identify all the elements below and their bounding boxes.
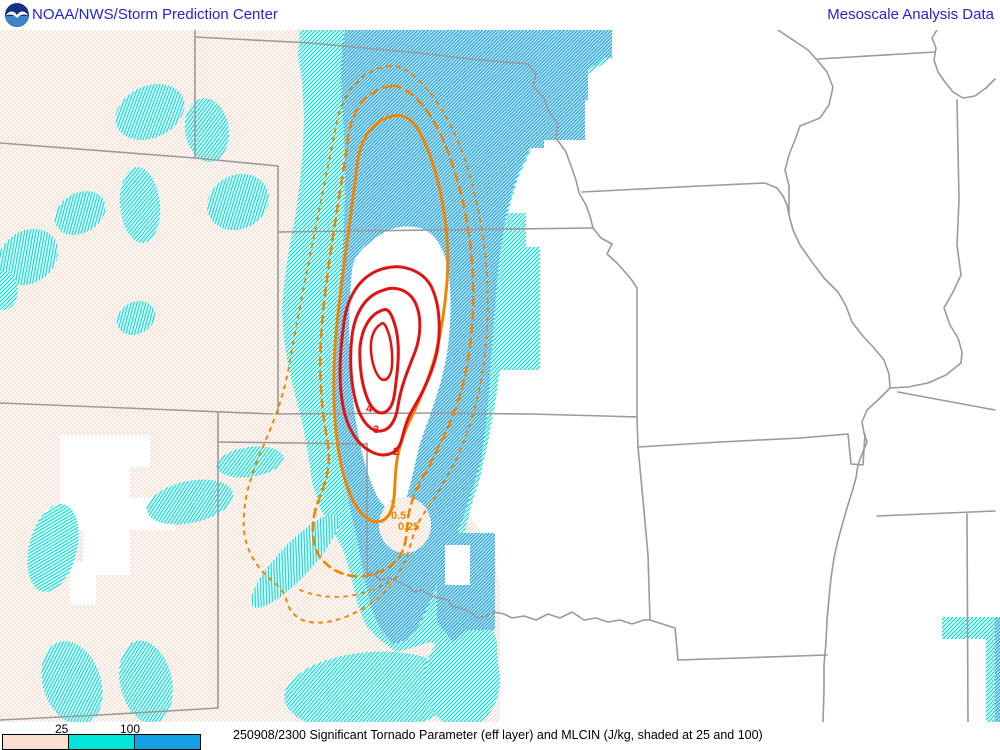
shading-hole-core xyxy=(349,226,451,511)
page-header: NOAA/NWS/Storm Prediction Center Mesosca… xyxy=(0,0,1000,30)
legend-tick-100: 100 xyxy=(120,722,141,736)
stp-contour-3 xyxy=(349,286,422,433)
site-title-link[interactable]: NOAA/NWS/Storm Prediction Center xyxy=(32,6,278,23)
contour-label-4: 4 xyxy=(366,403,373,415)
clear-hole-colorado xyxy=(60,435,175,605)
stp-contour-inner xyxy=(369,322,394,382)
legend-segment-100 xyxy=(134,734,201,750)
legend-segment-25 xyxy=(68,734,135,750)
page-title-link[interactable]: Mesoscale Analysis Data xyxy=(827,6,994,23)
contour-label-3: 3 xyxy=(373,424,379,436)
map-container: 4 3 2 1 0.5 0.25 xyxy=(0,29,1000,733)
contour-label-2: 2 xyxy=(393,446,399,458)
stp-contour-fragment xyxy=(299,581,389,598)
contour-label-1: 1 xyxy=(390,498,396,510)
mesoanalysis-map[interactable]: 4 3 2 1 0.5 0.25 xyxy=(0,29,1000,733)
map-caption: 250908/2300 Significant Tornado Paramete… xyxy=(233,728,763,742)
stp-contours-high xyxy=(338,265,441,457)
stp-contours-low xyxy=(242,64,489,624)
contour-label-0p5: 0.5 xyxy=(391,510,406,522)
noaa-logo xyxy=(5,3,29,27)
state-borders xyxy=(0,29,996,723)
legend-tick-25: 25 xyxy=(55,722,69,736)
legend-segment-clear xyxy=(2,734,69,750)
stp-contour-2 xyxy=(338,265,441,457)
contour-label-0p25: 0.25 xyxy=(398,521,419,533)
stp-contour-0p25 xyxy=(242,64,489,624)
shading-hole-east xyxy=(445,545,470,585)
stp-contour-0p5 xyxy=(311,84,475,578)
legend-colorbar xyxy=(2,734,201,750)
stp-contour-1 xyxy=(332,113,450,524)
stp-contour-4 xyxy=(358,308,400,415)
